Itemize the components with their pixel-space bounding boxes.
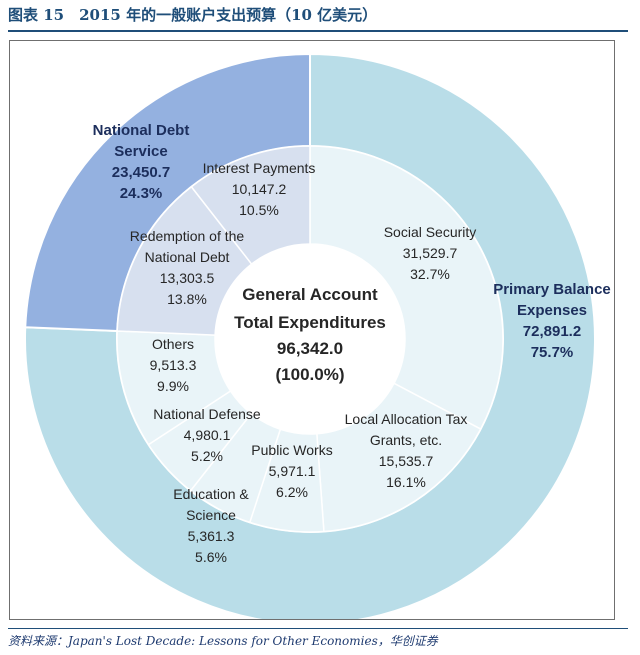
label-national-defense: National Defense 4,980.1 5.2% [153, 406, 261, 464]
label-others: Others 9,513.3 9.9% [150, 336, 197, 394]
figure-title: 图表 15 2015 年的一般账户支出预算（10 亿美元） [8, 6, 378, 24]
label-social-security: Social Security 31,529.7 32.7% [384, 224, 477, 282]
label-education-science: Education & Science 5,361.3 5.6% [173, 486, 249, 565]
center-percent: (100.0%) [276, 365, 345, 384]
source-divider [8, 628, 628, 629]
label-redemption-of-the-national-debt: Redemption of the National Debt 13,303.5 13… [130, 228, 245, 307]
label-local-allocation-tax-grants-etc: Local Allocation Tax Grants, etc. 15,535.7… [345, 411, 468, 490]
title-divider [8, 30, 628, 32]
inner-ring [116, 145, 504, 533]
center-hole [215, 244, 405, 434]
center-value: 96,342.0 [277, 339, 343, 358]
center-line1: General Account [242, 285, 378, 304]
label-national-debt-service: National Debt Service 23,450.7 24.3% [93, 122, 190, 202]
donut-chart: Social Security 31,529.7 32.7% Local Alloca… [24, 52, 611, 619]
slice-labels: Social Security 31,529.7 32.7% Local Alloca… [93, 122, 611, 565]
center-label: General Account Total Expenditures 96,34… [234, 285, 386, 384]
chart-frame: Social Security 31,529.7 32.7% Local Alloca… [9, 40, 615, 620]
label-primary-balance-expenses: Primary Balance Expenses 72,891.2 75.7% [493, 281, 611, 361]
center-line2: Total Expenditures [234, 313, 386, 332]
label-public-works: Public Works 5,971.1 6.2% [251, 442, 332, 500]
label-interest-payments: Interest Payments 10,147.2 10.5% [203, 160, 316, 218]
source-note: 资料来源：Japan's Lost Decade: Lessons for Ot… [8, 634, 438, 648]
